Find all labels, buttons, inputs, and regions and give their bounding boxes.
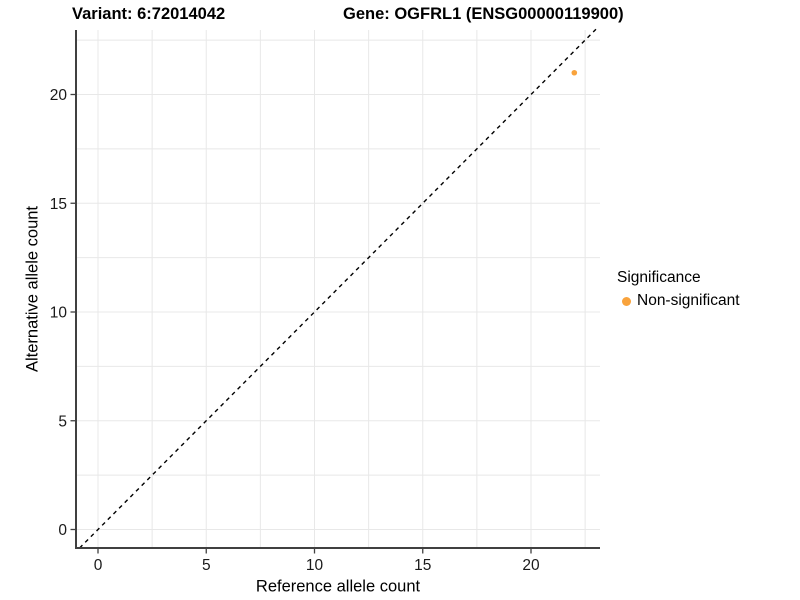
y-tick-label: 10 [50, 305, 68, 322]
legend-title: Significance [617, 269, 701, 286]
x-tick-label: 0 [94, 557, 103, 574]
identity-reference-line [79, 28, 597, 549]
x-tick-label: 20 [522, 557, 540, 574]
data-point [571, 69, 578, 76]
y-tick-label: 5 [58, 413, 67, 430]
x-tick-label: 15 [414, 557, 431, 574]
x-axis-title: Reference allele count [255, 577, 421, 596]
legend-item-label: Non-significant [637, 292, 740, 309]
y-tick-label: 15 [50, 196, 67, 213]
legend: Significance Non-significant [617, 268, 740, 311]
legend-point-icon [622, 296, 631, 306]
legend-item-non-significant: Non-significant [617, 291, 740, 311]
x-tick-label: 10 [306, 557, 324, 574]
x-tick-label: 5 [202, 557, 211, 574]
title-gene: Gene: OGFRL1 (ENSG00000119900) [343, 5, 624, 23]
title-variant: Variant: 6:72014042 [72, 5, 226, 23]
y-tick-label: 20 [50, 87, 68, 104]
y-tick-label: 0 [58, 522, 67, 539]
y-axis-title: Alternative allele count [23, 205, 42, 373]
